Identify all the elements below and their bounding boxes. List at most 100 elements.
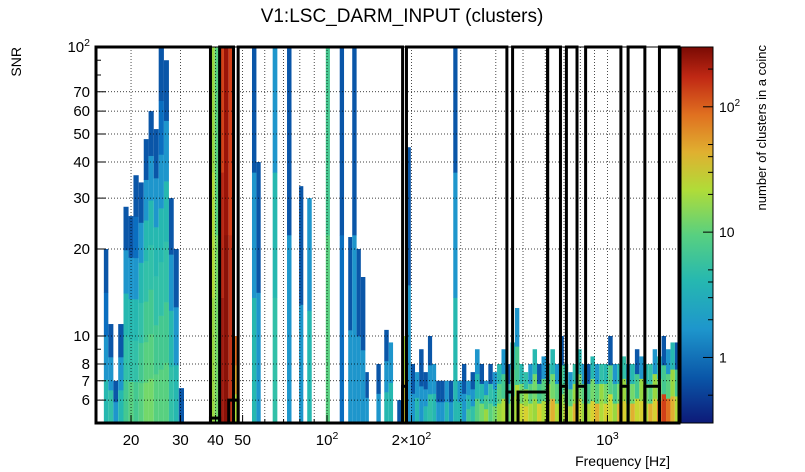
heatmap-cell — [173, 249, 179, 308]
heatmap-cell — [118, 357, 124, 391]
heatmap-cell — [423, 389, 428, 407]
heatmap-cell — [586, 364, 591, 384]
heatmap-cell — [108, 390, 114, 424]
heatmap-cell — [572, 364, 578, 384]
heatmap-cell — [223, 235, 229, 424]
heatmap-cell — [143, 382, 149, 424]
heatmap-cell — [630, 364, 635, 384]
heatmap-cell — [348, 237, 353, 331]
heatmap-cell — [470, 389, 475, 407]
heatmap-cell — [488, 383, 493, 404]
x-tick-label: 102 — [316, 430, 339, 449]
colorbar-tick-label: 10 — [719, 224, 735, 240]
heatmap-cell — [492, 372, 498, 390]
heatmap-cell — [148, 378, 154, 424]
heatmap-cell — [360, 277, 366, 351]
heatmap-cell — [427, 336, 433, 366]
y-tick-label: 50 — [73, 126, 90, 143]
heatmap-cell — [410, 393, 416, 424]
heatmap-cell — [470, 406, 475, 424]
heatmap-cell — [661, 365, 667, 395]
heatmap-cell — [410, 364, 416, 394]
heatmap-cell — [674, 369, 679, 397]
heatmap-cell — [307, 198, 312, 311]
heatmap-cell — [423, 406, 428, 424]
heatmap-cell — [634, 349, 640, 375]
heatmap-cell — [123, 250, 129, 294]
heatmap-cell — [397, 400, 402, 424]
heatmap-cell — [299, 304, 304, 424]
heatmap-cell — [272, 172, 278, 298]
heatmap-cell — [113, 401, 119, 424]
heatmap-cell — [113, 380, 119, 403]
heatmap-cell — [608, 336, 613, 366]
heatmap-cell — [360, 350, 366, 424]
heatmap-cell — [608, 365, 613, 395]
heatmap-cell — [537, 364, 542, 384]
heatmap-cell — [674, 342, 679, 370]
heatmap-cell — [670, 369, 675, 397]
heatmap-cell — [272, 297, 278, 424]
heatmap-cell — [528, 403, 533, 424]
heatmap-cell — [501, 373, 507, 399]
heatmap-cell — [406, 147, 411, 286]
heatmap-cell — [639, 400, 644, 424]
heatmap-cell — [501, 398, 507, 424]
heatmap-cell — [603, 364, 609, 384]
heatmap-cell — [103, 292, 109, 337]
heatmap-cell — [519, 403, 524, 424]
heatmap-cell — [251, 47, 257, 173]
heatmap-cell — [163, 241, 169, 303]
heatmap-cell — [138, 382, 144, 424]
heatmap-cell — [497, 403, 502, 424]
heatmap-cell — [158, 315, 164, 370]
heatmap-cell — [648, 383, 653, 404]
heatmap-cell — [168, 198, 174, 255]
plot-frame — [95, 46, 680, 424]
heatmap-cell — [432, 393, 437, 424]
heatmap-cell — [568, 389, 573, 407]
heatmap-cell — [537, 383, 542, 404]
heatmap-cell — [488, 364, 493, 384]
chart-title: V1:LSC_DARM_INPUT (clusters) — [261, 6, 544, 27]
y-tick-label: 60 — [73, 103, 90, 120]
y-tick-label: 40 — [73, 154, 90, 171]
heatmap-cell — [554, 383, 560, 404]
heatmap-cell — [670, 396, 675, 424]
heatmap-cell — [153, 178, 159, 228]
heatmap-cell — [233, 394, 239, 424]
heatmap-cell — [256, 292, 261, 424]
y-axis: 6 78 10 20 30 40 50 60 70 102 — [67, 37, 106, 409]
x-tick-label: 2×102 — [392, 430, 432, 449]
heatmap-cell — [453, 47, 458, 173]
heatmap-cell — [523, 406, 529, 424]
heatmap-cell — [133, 257, 139, 300]
colorbar: 1 10 102 — [680, 46, 740, 424]
heatmap-cell — [143, 220, 149, 262]
heatmap-cell — [497, 383, 502, 404]
x-axis: 20 30 40 50 102 2×102 103 — [123, 415, 619, 449]
colorbar-gradient — [680, 46, 714, 424]
heatmap-cell — [436, 380, 441, 403]
heatmap-cell — [251, 297, 257, 424]
heatmap-cell — [133, 299, 139, 341]
heatmap-cell — [352, 47, 357, 236]
heatmap-cell — [168, 310, 174, 368]
heatmap-cell — [143, 341, 149, 383]
heatmap-cell — [474, 373, 480, 399]
heatmap-cell — [402, 336, 407, 380]
heatmap-cell — [128, 381, 134, 424]
heatmap-cell — [299, 186, 304, 305]
heatmap-cell — [590, 356, 595, 379]
heatmap-cell — [621, 378, 627, 402]
heatmap-cell — [648, 403, 653, 424]
heatmap-cell — [514, 307, 520, 347]
heatmap-cell — [148, 333, 154, 379]
heatmap-cell — [444, 380, 449, 403]
heatmap-cell — [479, 383, 485, 404]
heatmap-cell — [519, 364, 524, 384]
heatmap-cell — [541, 356, 547, 379]
heatmap-cell — [572, 403, 578, 424]
heatmap-cell — [133, 381, 139, 424]
